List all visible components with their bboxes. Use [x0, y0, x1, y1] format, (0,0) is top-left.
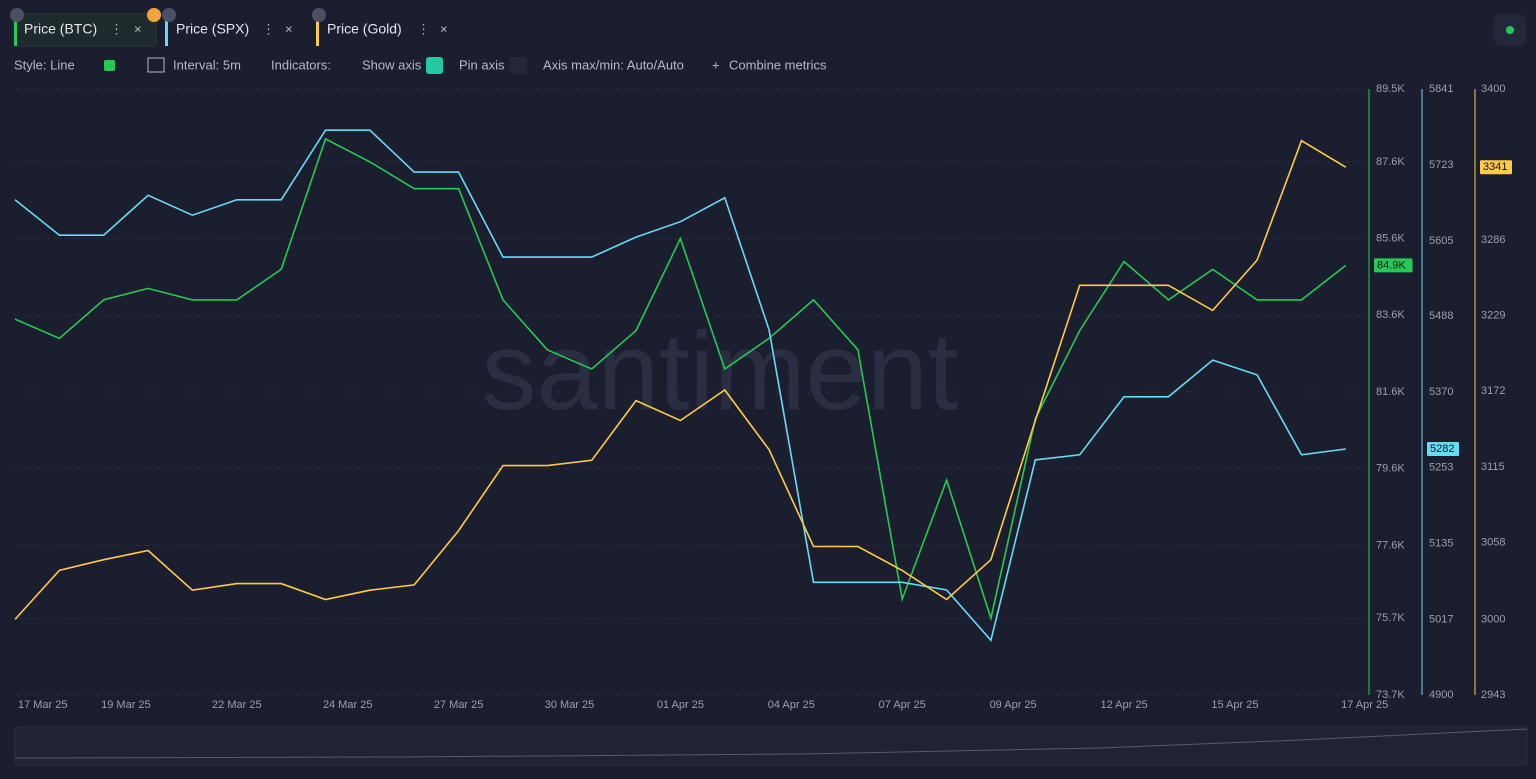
indicators-select[interactable]: Indicators:	[271, 57, 331, 72]
x-tick-label: 22 Mar 25	[212, 699, 262, 711]
current-value-label: 3341	[1483, 161, 1507, 173]
combine-metrics[interactable]: Combine metrics	[729, 57, 827, 72]
series-line	[14, 129, 1346, 642]
tab-color	[165, 16, 168, 46]
y-tick-label: 77.6K	[1376, 539, 1405, 551]
y-tick-label: 75.7K	[1376, 612, 1405, 624]
status-dot	[1506, 26, 1514, 34]
x-tick-label: 30 Mar 25	[545, 699, 595, 711]
y-tick-label: 81.6K	[1376, 386, 1405, 398]
x-tick-label: 01 Apr 25	[657, 699, 704, 711]
x-tick-label: 15 Apr 25	[1211, 699, 1258, 711]
tab-close[interactable]: ×	[134, 21, 142, 36]
y2-tick-label: 5253	[1429, 462, 1453, 474]
navigator-line	[14, 728, 1528, 759]
interval-icon	[147, 57, 165, 73]
x-tick-label: 04 Apr 25	[768, 699, 815, 711]
pin-axis-checkbox[interactable]	[510, 57, 527, 74]
y3-tick-label: 3058	[1481, 536, 1505, 548]
y2-tick-label: 5135	[1429, 538, 1453, 550]
btc-icon	[147, 8, 161, 22]
y3-tick-label: 3229	[1481, 310, 1505, 322]
watermark: santiment	[482, 310, 959, 433]
y2-tick-label: 5605	[1429, 235, 1453, 247]
current-value-badge	[1480, 160, 1512, 175]
x-tick-label: 19 Mar 25	[101, 699, 151, 711]
tab-menu[interactable]: ⋮	[110, 21, 123, 36]
show-axis-checkbox[interactable]	[426, 57, 443, 74]
y2-tick-label: 4900	[1429, 689, 1453, 701]
y2-tick-label: 5488	[1429, 310, 1453, 322]
x-tick-label: 27 Mar 25	[434, 699, 484, 711]
y3-tick-label: 3400	[1481, 83, 1505, 95]
y3-tick-label: 3000	[1481, 613, 1505, 625]
y-tick-label: 89.5K	[1376, 83, 1405, 95]
y-tick-label: 83.6K	[1376, 309, 1405, 321]
y-tick-label: 87.6K	[1376, 156, 1405, 168]
tab-color	[14, 16, 17, 46]
y-tick-label: 73.7K	[1376, 689, 1405, 701]
x-tick-label: 17 Apr 25	[1341, 699, 1388, 711]
x-tick-label: 07 Apr 25	[879, 699, 926, 711]
series-line	[14, 139, 1347, 620]
color-select[interactable]	[104, 60, 115, 71]
tab-label[interactable]: Price (BTC)	[24, 21, 97, 37]
lock-icon	[312, 8, 326, 22]
lock-icon	[162, 8, 176, 22]
y2-tick-label: 5841	[1429, 83, 1453, 95]
current-value-badge	[1374, 258, 1413, 273]
y3-tick-label: 2943	[1481, 689, 1505, 701]
axis-minmax-select[interactable]: Axis max/min: Auto/Auto	[543, 57, 684, 72]
y3-tick-label: 3172	[1481, 385, 1505, 397]
tab-color	[316, 16, 319, 46]
interval-select[interactable]: Interval: 5m	[173, 57, 241, 72]
navigator[interactable]	[14, 726, 1528, 766]
tab-menu[interactable]: ⋮	[417, 21, 430, 36]
y-tick-label: 85.6K	[1376, 232, 1405, 244]
current-value-label: 84.9K	[1377, 259, 1406, 271]
y2-tick-label: 5017	[1429, 614, 1453, 626]
style-select[interactable]: Style: Line	[14, 57, 75, 72]
current-value-badge	[1427, 441, 1459, 456]
tab-label[interactable]: Price (SPX)	[176, 21, 249, 37]
tab-label[interactable]: Price (Gold)	[327, 21, 402, 37]
show-axis-label[interactable]: Show axis	[362, 57, 422, 72]
y3-tick-label: 3115	[1481, 461, 1505, 473]
lock-icon	[10, 8, 24, 22]
current-value-label: 5282	[1430, 443, 1454, 455]
combine-metrics[interactable]: +	[712, 57, 720, 72]
x-tick-label: 12 Apr 25	[1100, 699, 1147, 711]
tab-close[interactable]: ×	[285, 21, 293, 36]
series-line	[14, 137, 1347, 622]
y-tick-label: 79.6K	[1376, 463, 1405, 475]
x-tick-label: 09 Apr 25	[990, 699, 1037, 711]
x-tick-label: 17 Mar 25	[18, 699, 68, 711]
y2-tick-label: 5370	[1429, 386, 1453, 398]
tab-menu[interactable]: ⋮	[262, 21, 275, 36]
x-tick-label: 24 Mar 25	[323, 699, 373, 711]
y3-tick-label: 3286	[1481, 234, 1505, 246]
tab-close[interactable]: ×	[440, 21, 448, 36]
y2-tick-label: 5723	[1429, 159, 1453, 171]
pin-axis-label[interactable]: Pin axis	[459, 57, 505, 72]
